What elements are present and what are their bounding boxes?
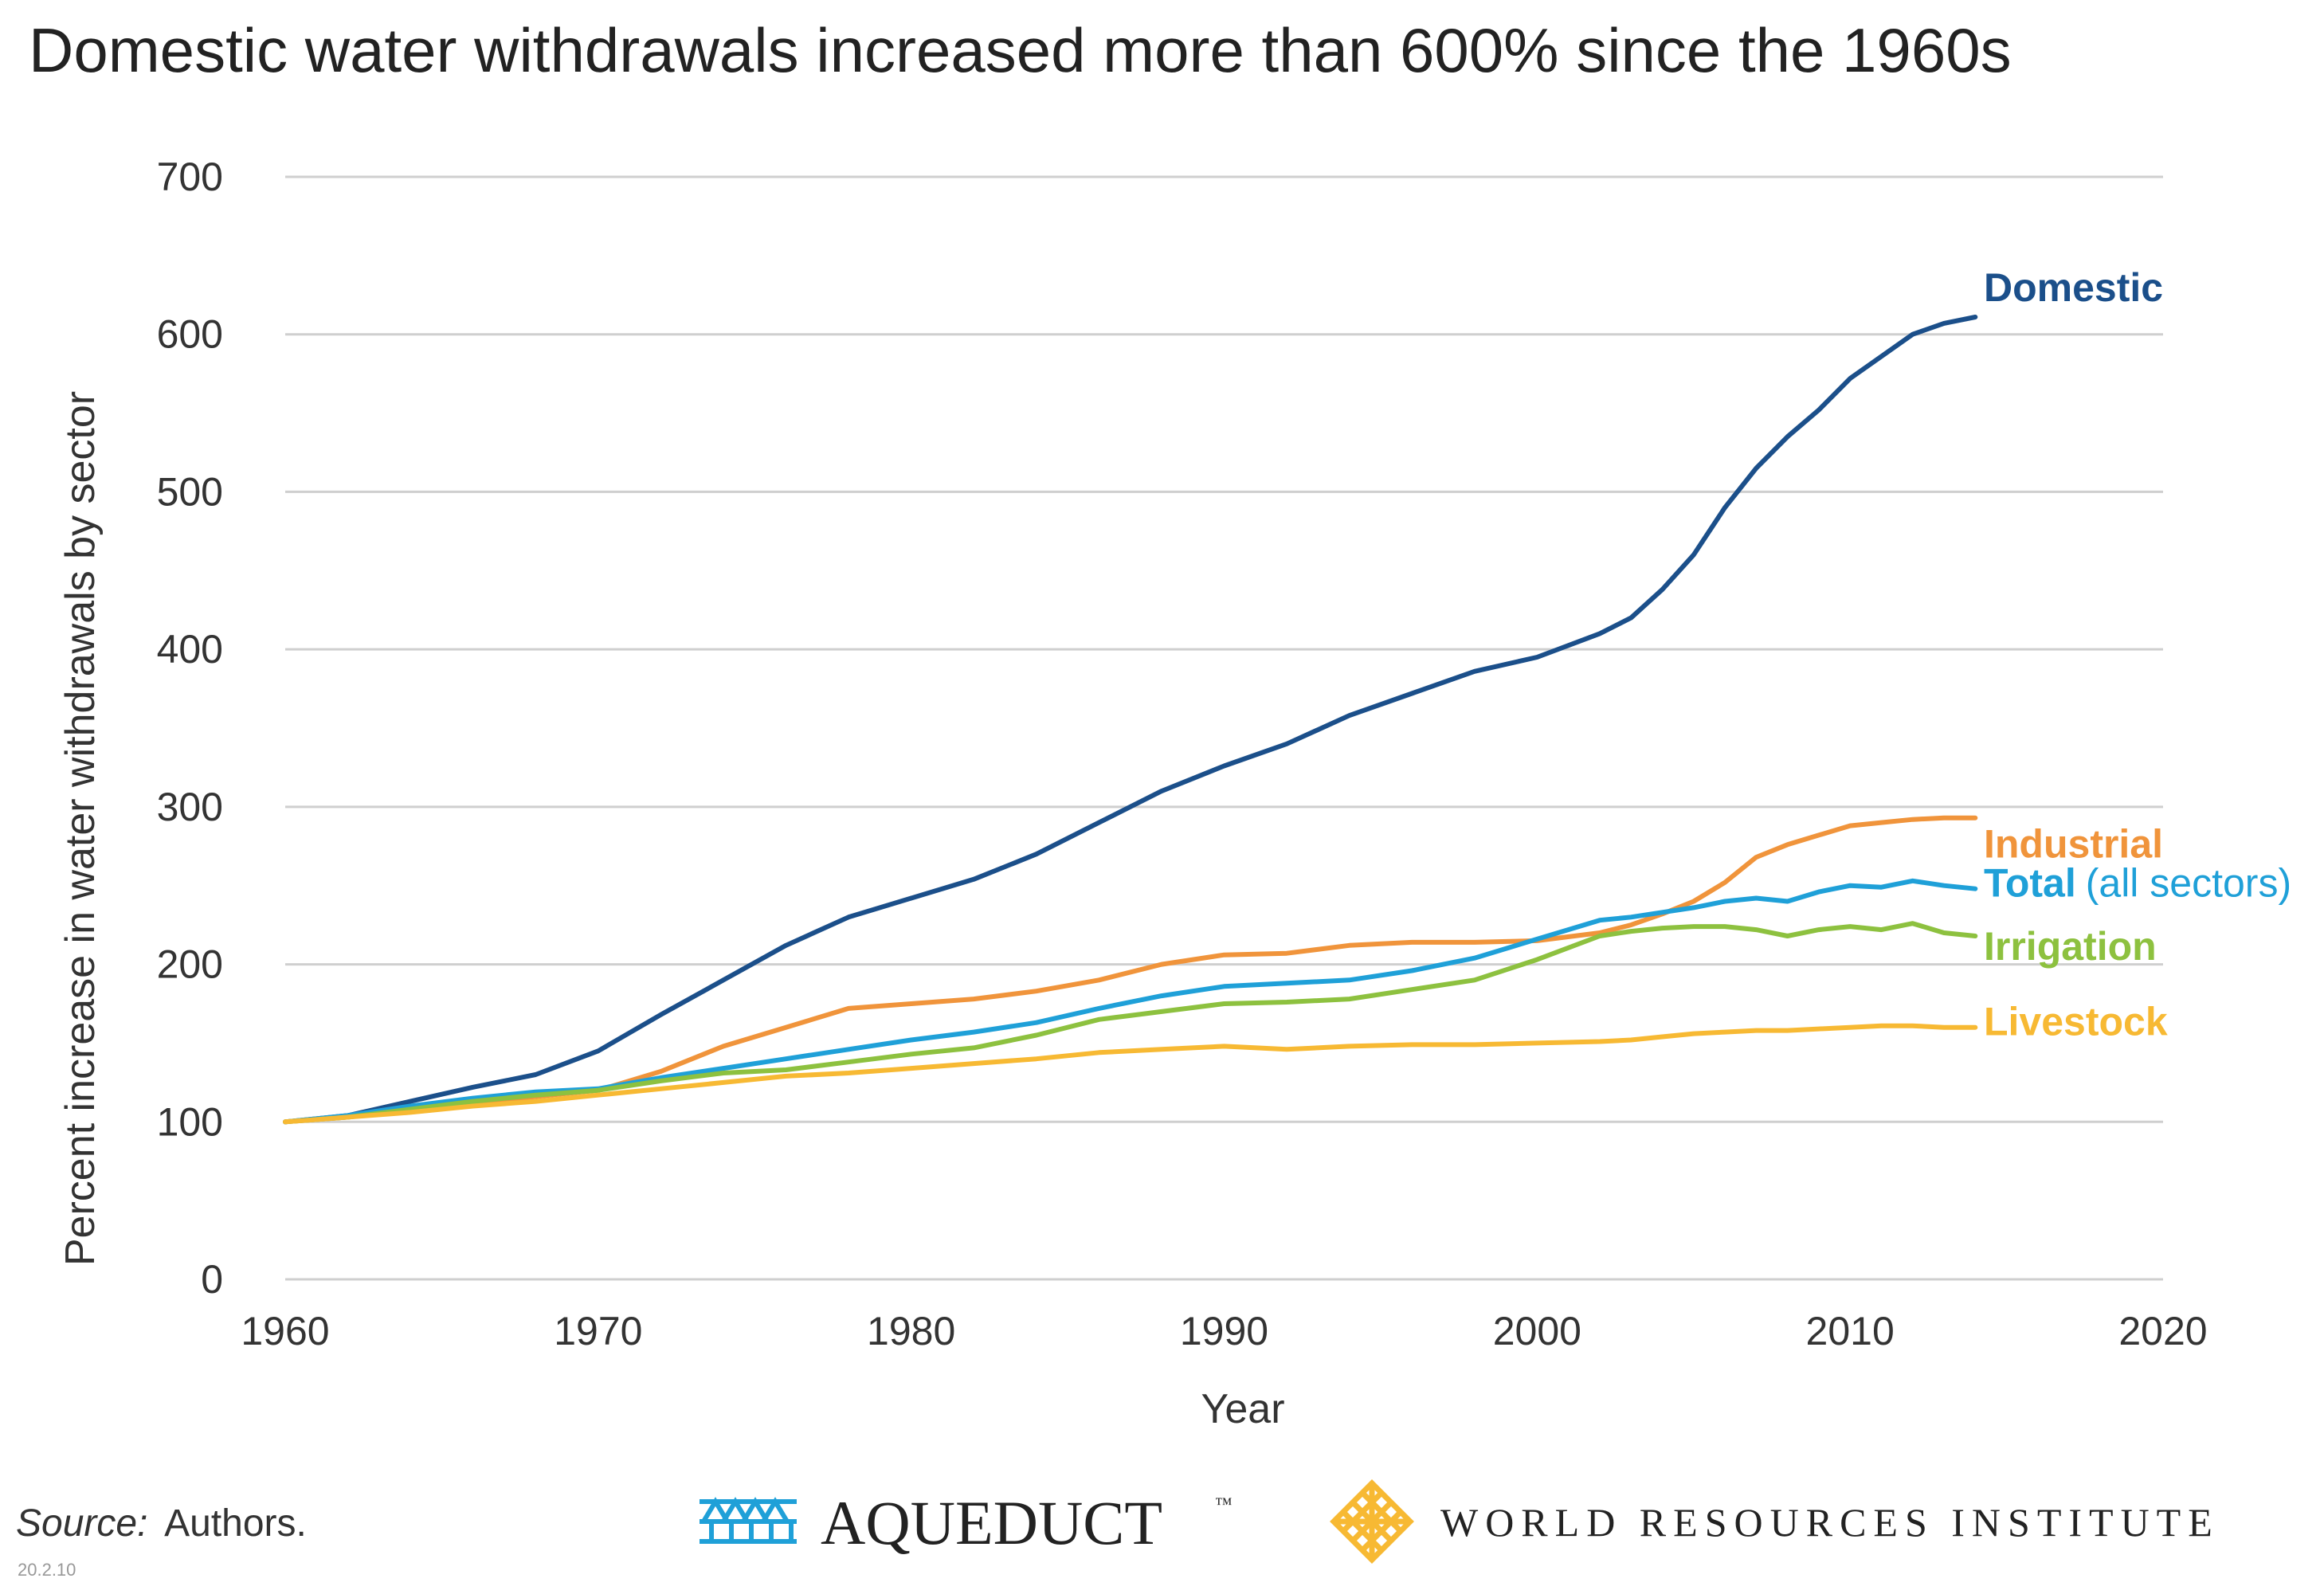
y-tick-label: 600 — [157, 312, 223, 357]
source-note: Source: Authors. — [16, 1502, 307, 1545]
series-line-domestic — [283, 315, 1978, 1125]
series-name-detail: (all sectors) — [2086, 861, 2291, 906]
series-label-total: Total (all sectors) — [1984, 861, 2291, 906]
series-label-irrigation: Irrigation — [1984, 924, 2157, 969]
y-tick-label: 200 — [157, 942, 223, 987]
y-axis-ticks: 0 100 200 300 400 500 600 700 — [157, 155, 223, 1302]
y-tick-label: 700 — [157, 155, 223, 199]
aqueduct-icon — [700, 1497, 797, 1544]
series-lines — [283, 315, 1978, 1125]
series-label-livestock: Livestock — [1984, 1000, 2168, 1044]
series-name: Domestic — [1984, 265, 2163, 310]
wri-icon — [1330, 1479, 1414, 1564]
x-tick-label: 1960 — [241, 1309, 329, 1353]
series-name: Livestock — [1984, 1000, 2168, 1044]
x-tick-label: 2000 — [1493, 1309, 1581, 1353]
aqueduct-tm: ™ — [1215, 1494, 1233, 1514]
series-name: Total — [1984, 861, 2076, 906]
aqueduct-wordmark: AQUEDUCT — [821, 1488, 1162, 1557]
gridlines — [285, 175, 2163, 1281]
x-tick-label: 1970 — [554, 1309, 642, 1353]
x-tick-label: 2010 — [1806, 1309, 1895, 1353]
chart-title: Domestic water withdrawals increased mor… — [29, 15, 2012, 85]
wri-wordmark: WORLD RESOURCES INSTITUTE — [1440, 1500, 2220, 1545]
series-label-domestic: Domestic — [1984, 265, 2163, 310]
y-tick-label: 100 — [157, 1099, 223, 1144]
x-tick-label: 1990 — [1180, 1309, 1268, 1353]
y-tick-label: 300 — [157, 785, 223, 829]
wri-logo: WORLD RESOURCES INSTITUTE — [1330, 1479, 2220, 1564]
x-axis-label: Year — [1201, 1386, 1284, 1432]
figure-code: 20.2.10 — [18, 1560, 76, 1580]
x-tick-label: 2020 — [2118, 1309, 2207, 1353]
source-text: Authors. — [164, 1502, 307, 1545]
series-name: Irrigation — [1984, 924, 2157, 969]
x-tick-label: 1980 — [867, 1309, 955, 1353]
series-line-irrigation — [283, 921, 1978, 1125]
series-name: Industrial — [1984, 822, 2163, 867]
y-axis-label: Percent increase in water withdrawals by… — [57, 391, 104, 1266]
source-label: Source: — [16, 1502, 147, 1545]
x-axis-ticks: 1960 1970 1980 1990 2000 2010 2020 — [241, 1309, 2207, 1353]
series-line-total — [283, 878, 1978, 1125]
series-line-industrial — [283, 815, 1978, 1125]
series-label-industrial: Industrial — [1984, 822, 2163, 867]
aqueduct-logo: AQUEDUCT ™ — [700, 1488, 1233, 1557]
y-tick-label: 0 — [201, 1257, 223, 1302]
series-line-livestock — [283, 1023, 1978, 1125]
y-tick-label: 400 — [157, 627, 223, 672]
y-tick-label: 500 — [157, 469, 223, 514]
